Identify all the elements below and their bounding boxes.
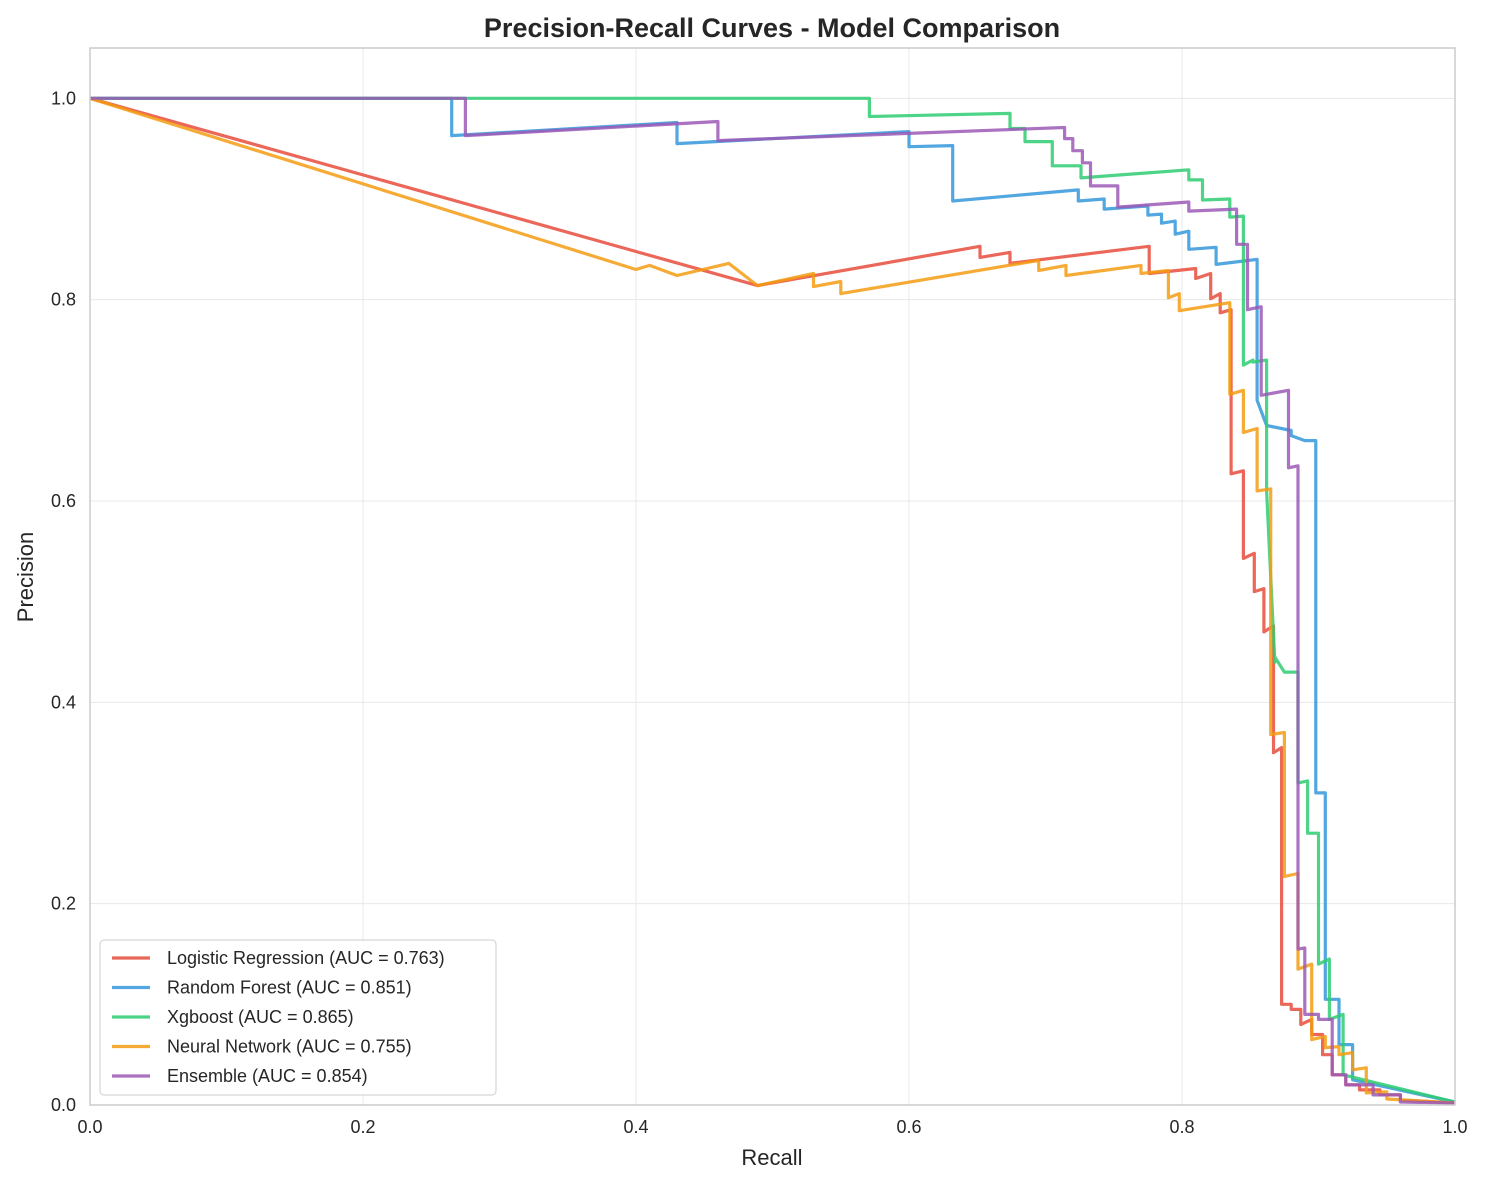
series-line-xgboost (90, 96, 1456, 1104)
y-tick-label: 1.0 (51, 88, 76, 108)
grid (89, 48, 1456, 1106)
x-tick-label: 1.0 (1442, 1117, 1467, 1137)
y-tick-label: 0.6 (51, 491, 76, 511)
legend-entry: Xgboost (AUC = 0.865) (167, 1007, 354, 1027)
x-tick-label: 0.4 (623, 1117, 648, 1137)
x-tick-label: 0.0 (77, 1117, 102, 1137)
legend-entry: Logistic Regression (AUC = 0.763) (167, 948, 445, 968)
plot-area-frame (89, 47, 1456, 1106)
legend-entry: Random Forest (AUC = 0.851) (167, 978, 412, 998)
y-tick-label: 0.8 (51, 290, 76, 310)
legend-box (99, 939, 497, 1096)
x-tick-label: 0.2 (350, 1117, 375, 1137)
legend-entry: Neural Network (AUC = 0.755) (167, 1037, 412, 1057)
y-tick-label: 0.4 (51, 692, 76, 712)
legend-items: Logistic Regression (AUC = 0.763) Random … (112, 948, 445, 1086)
series-line-neural-network (89, 96, 1456, 1105)
x-tick-label: 0.6 (896, 1117, 921, 1137)
series-lines (89, 96, 1456, 1105)
chart-title: Precision-Recall Curves - Model Comparis… (484, 13, 1060, 43)
x-tick-label: 0.8 (1169, 1117, 1194, 1137)
tick-labels: 0.0 0.2 0.4 0.6 0.8 1.0 0.0 0.2 0.4 0.6 0.8 1.0 (51, 88, 1468, 1137)
series-line-random-forest (90, 96, 1456, 1104)
legend-entry: Ensemble (AUC = 0.854) (167, 1066, 368, 1086)
y-tick-label: 0.2 (51, 894, 76, 914)
y-axis-label: Precision (13, 532, 38, 622)
legend: Logistic Regression (AUC = 0.763) Random … (99, 939, 497, 1096)
y-tick-label: 0.0 (51, 1095, 76, 1115)
x-axis-label: Recall (741, 1145, 802, 1170)
series-line-ensemble (90, 96, 1456, 1105)
